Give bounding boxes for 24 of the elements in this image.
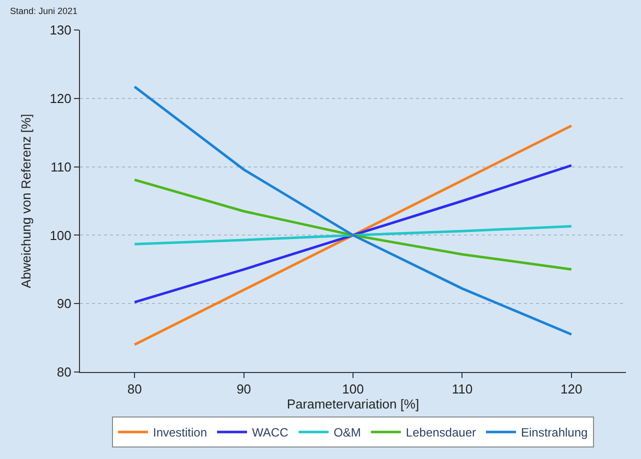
line-series	[133, 124, 573, 346]
y-tick-label: 120	[50, 90, 72, 106]
x-tick-label: 100	[342, 382, 364, 397]
legend-label: Einstrahlung	[520, 426, 588, 440]
line-series	[133, 178, 573, 271]
line-series	[133, 225, 573, 246]
x-tick-label: 110	[452, 382, 473, 397]
x-tick-label: 120	[560, 382, 582, 397]
y-tick-label: 80	[56, 364, 72, 380]
x-tick-label: 80	[127, 382, 142, 397]
y-tick-label: 130	[50, 22, 72, 38]
legend-label: WACC	[252, 426, 289, 440]
x-tick-label: 90	[236, 382, 252, 397]
y-axis-title: Abweichung von Referenz [%]	[18, 114, 34, 288]
y-tick-label: 100	[50, 228, 72, 243]
text: Stand: Juni 2021	[10, 6, 78, 16]
legend-label: Lebensdauer	[406, 426, 476, 440]
x-axis-title: Parametervariation [%]	[286, 396, 420, 412]
legend-label: O&M	[334, 426, 361, 440]
line-series	[133, 86, 573, 336]
legend-label: Investition	[153, 426, 208, 440]
line-series	[133, 164, 573, 304]
y-tick-label: 90	[56, 296, 72, 312]
y-tick-label: 110	[50, 159, 72, 174]
